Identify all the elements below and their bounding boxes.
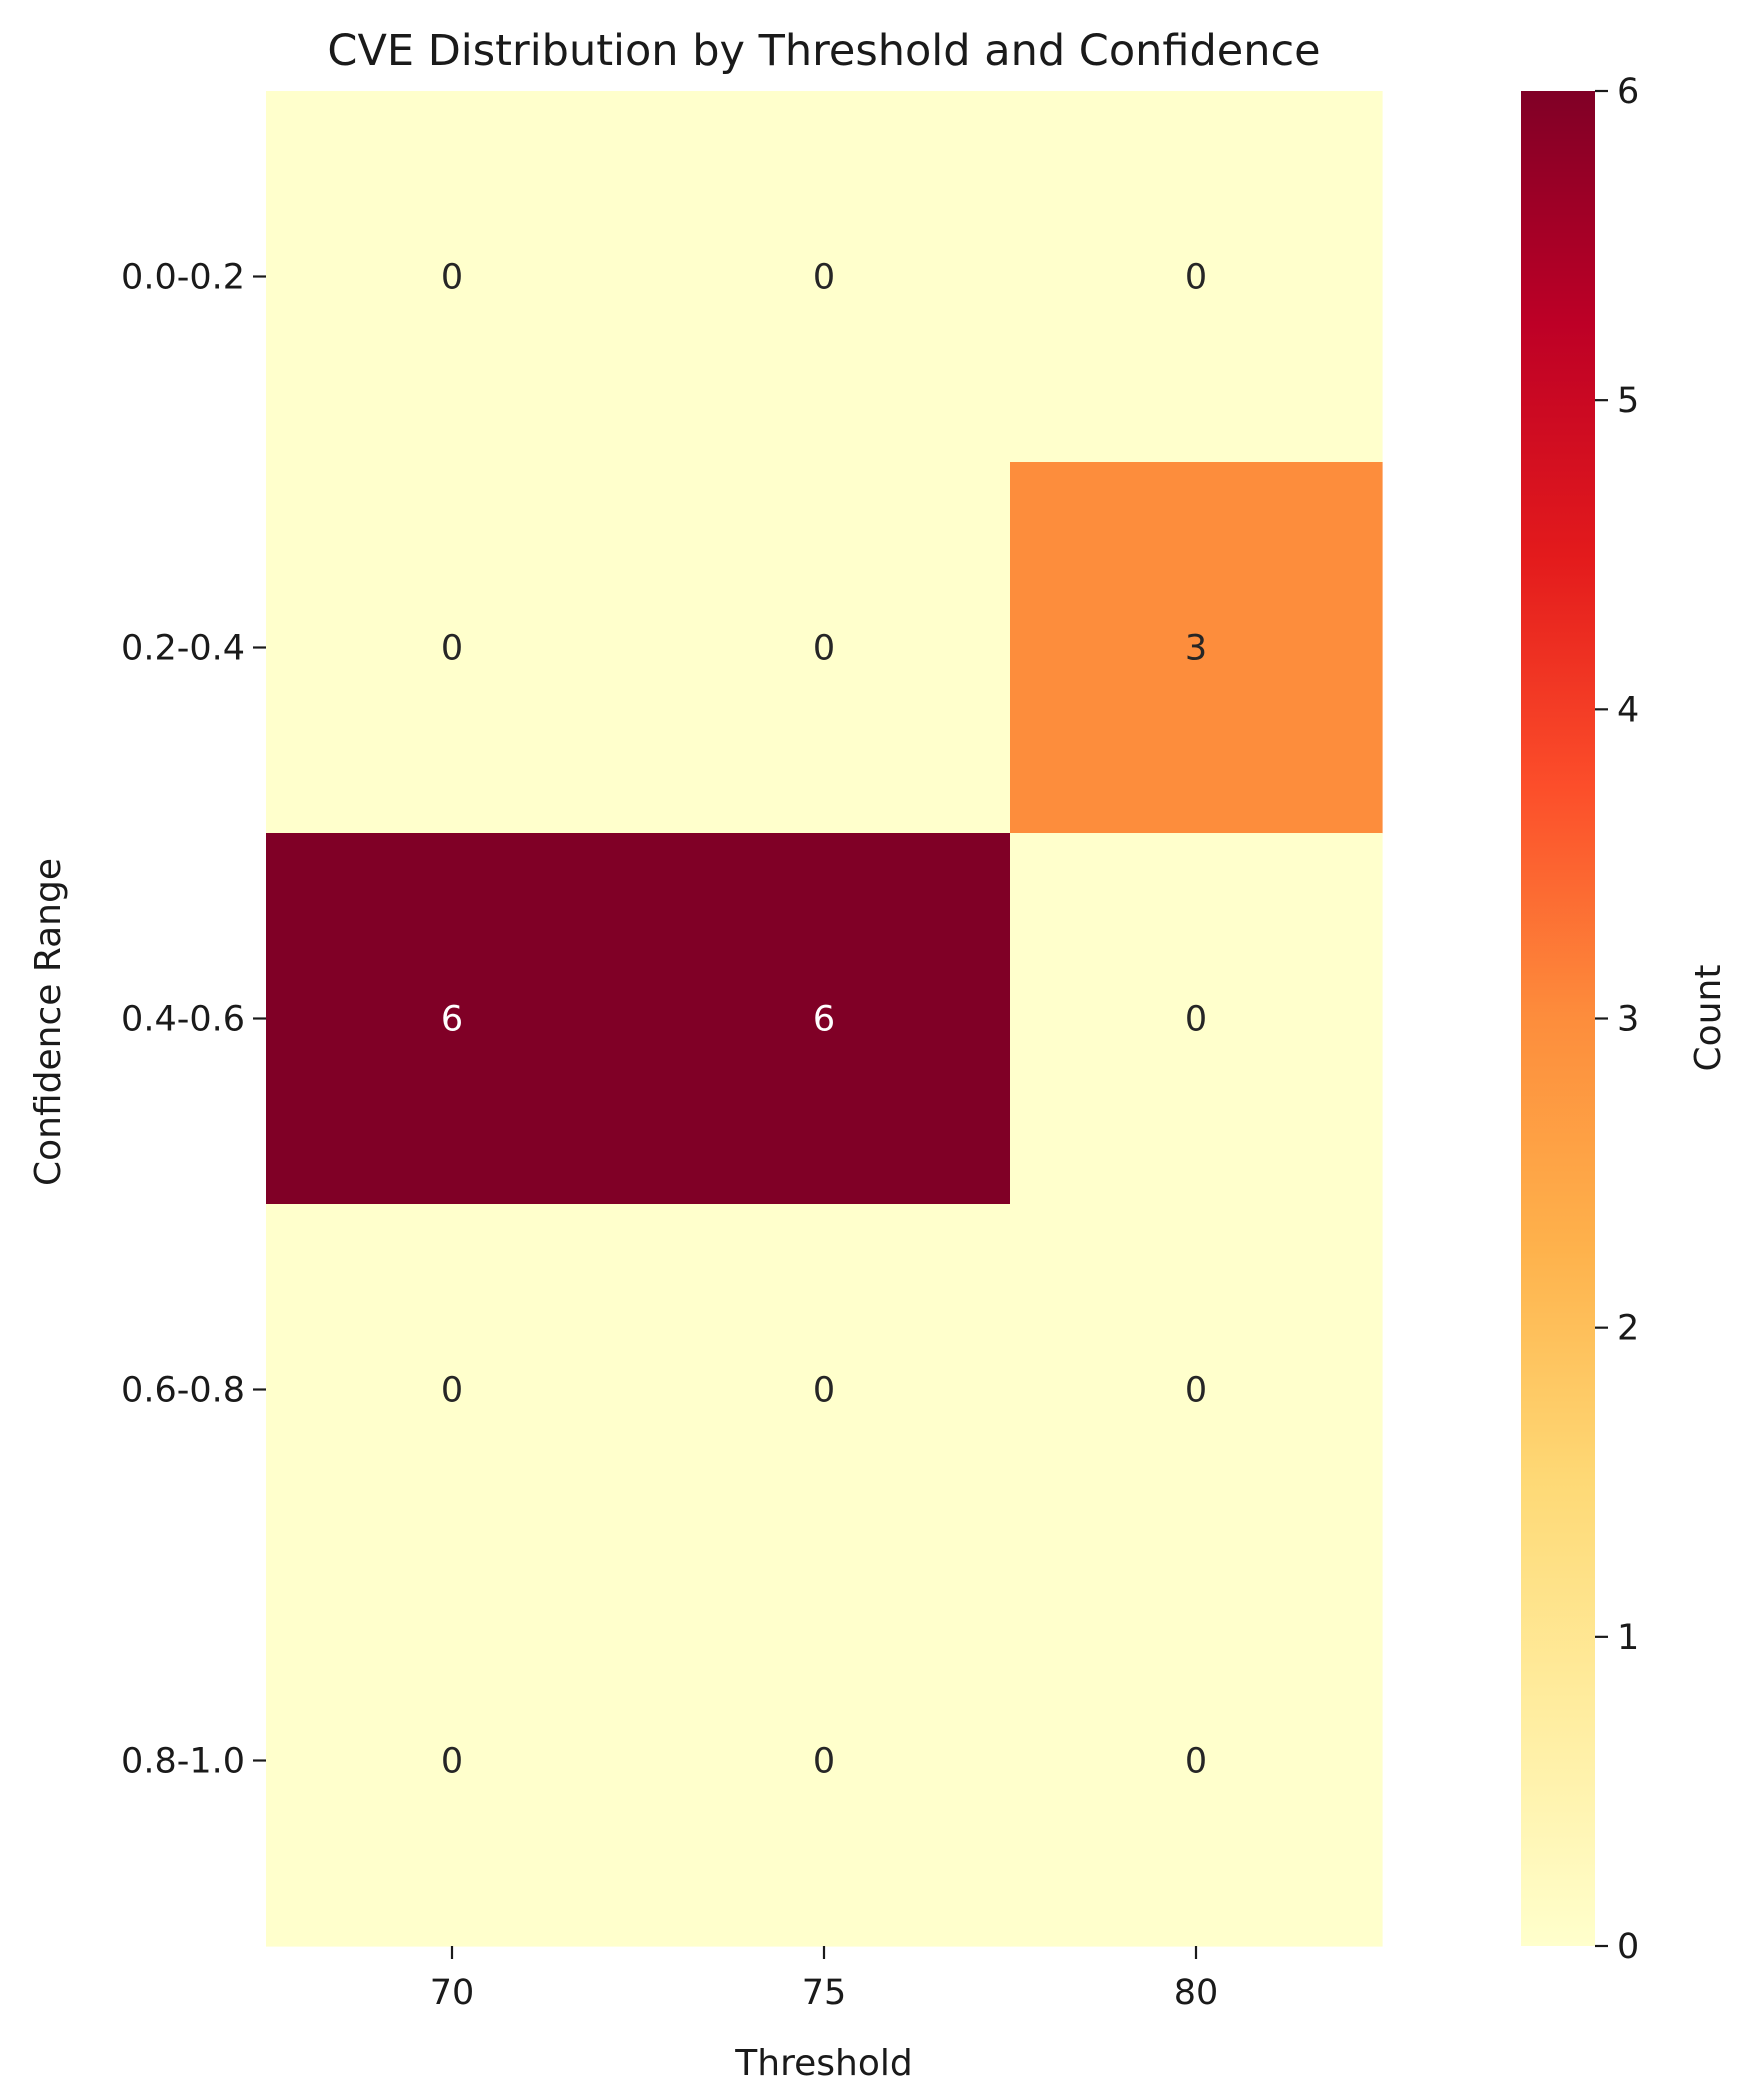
- x-tick-label: 70: [430, 1973, 475, 2013]
- heatmap-cell: [638, 462, 1011, 834]
- heatmap-cell: [266, 1575, 639, 1947]
- heatmap-cell: [1010, 1575, 1383, 1947]
- colorbar-tick-label: 5: [1617, 381, 1639, 421]
- colorbar-label: Count: [1688, 965, 1729, 1072]
- y-tick-label: 0.0-0.2: [121, 258, 245, 298]
- cell-value-label: 6: [813, 1000, 835, 1040]
- y-axis-label: Confidence Range: [28, 858, 69, 1186]
- x-tick-label: 75: [802, 1973, 847, 2013]
- colorbar-ticks: 0 1 2 3 4 5 6: [1595, 72, 1639, 1967]
- cell-value-labels: 0 0 0 0 0 3 6 6 0 0 0 0 0 0 0: [441, 258, 1207, 1782]
- cell-value-label: 0: [441, 629, 463, 669]
- cell-value-label: 0: [813, 629, 835, 669]
- heatmap-cell: [266, 1204, 639, 1576]
- cell-value-label: 6: [441, 1000, 463, 1040]
- heatmap-cell: [266, 462, 639, 834]
- heatmap-cell: [1010, 91, 1383, 463]
- x-axis-label: Threshold: [734, 2043, 912, 2084]
- heatmap-cell: [266, 91, 639, 463]
- heatmap-cell: [1010, 833, 1383, 1205]
- cell-value-label: 0: [813, 258, 835, 298]
- cell-value-label: 0: [1185, 258, 1207, 298]
- heatmap-cell: [1010, 1204, 1383, 1576]
- colorbar-tick-label: 0: [1617, 1927, 1639, 1967]
- heatmap-cell: [638, 1204, 1011, 1576]
- y-axis-ticks: 0.0-0.2 0.2-0.4 0.4-0.6 0.6-0.8 0.8-1.0: [121, 258, 266, 1782]
- heatmap-cells: [266, 91, 1383, 1947]
- heatmap-cell: [638, 91, 1011, 463]
- y-tick-label: 0.6-0.8: [121, 1371, 245, 1411]
- y-tick-label: 0.8-1.0: [121, 1742, 245, 1782]
- x-axis-ticks: 70 75 80: [430, 1946, 1219, 2013]
- heatmap-cell: [266, 833, 639, 1205]
- chart-title: CVE Distribution by Threshold and Confid…: [327, 26, 1320, 76]
- colorbar-tick-label: 4: [1617, 690, 1639, 730]
- cell-value-label: 0: [1185, 1000, 1207, 1040]
- colorbar: [1521, 91, 1595, 1946]
- heatmap-cell: [638, 1575, 1011, 1947]
- y-tick-label: 0.4-0.6: [121, 1000, 245, 1040]
- cell-value-label: 0: [441, 1371, 463, 1411]
- cell-value-label: 0: [1185, 1371, 1207, 1411]
- colorbar-tick-label: 1: [1617, 1618, 1639, 1658]
- y-tick-label: 0.2-0.4: [121, 629, 245, 669]
- cell-value-label: 0: [813, 1742, 835, 1782]
- cell-value-label: 0: [1185, 1742, 1207, 1782]
- cell-value-label: 3: [1185, 629, 1207, 669]
- cell-value-label: 0: [441, 258, 463, 298]
- cell-value-label: 0: [813, 1371, 835, 1411]
- heatmap-cell: [638, 833, 1011, 1205]
- cell-value-label: 0: [441, 1742, 463, 1782]
- colorbar-tick-label: 2: [1617, 1309, 1639, 1349]
- colorbar-tick-label: 6: [1617, 72, 1639, 112]
- x-tick-label: 80: [1174, 1973, 1219, 2013]
- heatmap-cell: [1010, 462, 1383, 834]
- colorbar-tick-label: 3: [1617, 1000, 1639, 1040]
